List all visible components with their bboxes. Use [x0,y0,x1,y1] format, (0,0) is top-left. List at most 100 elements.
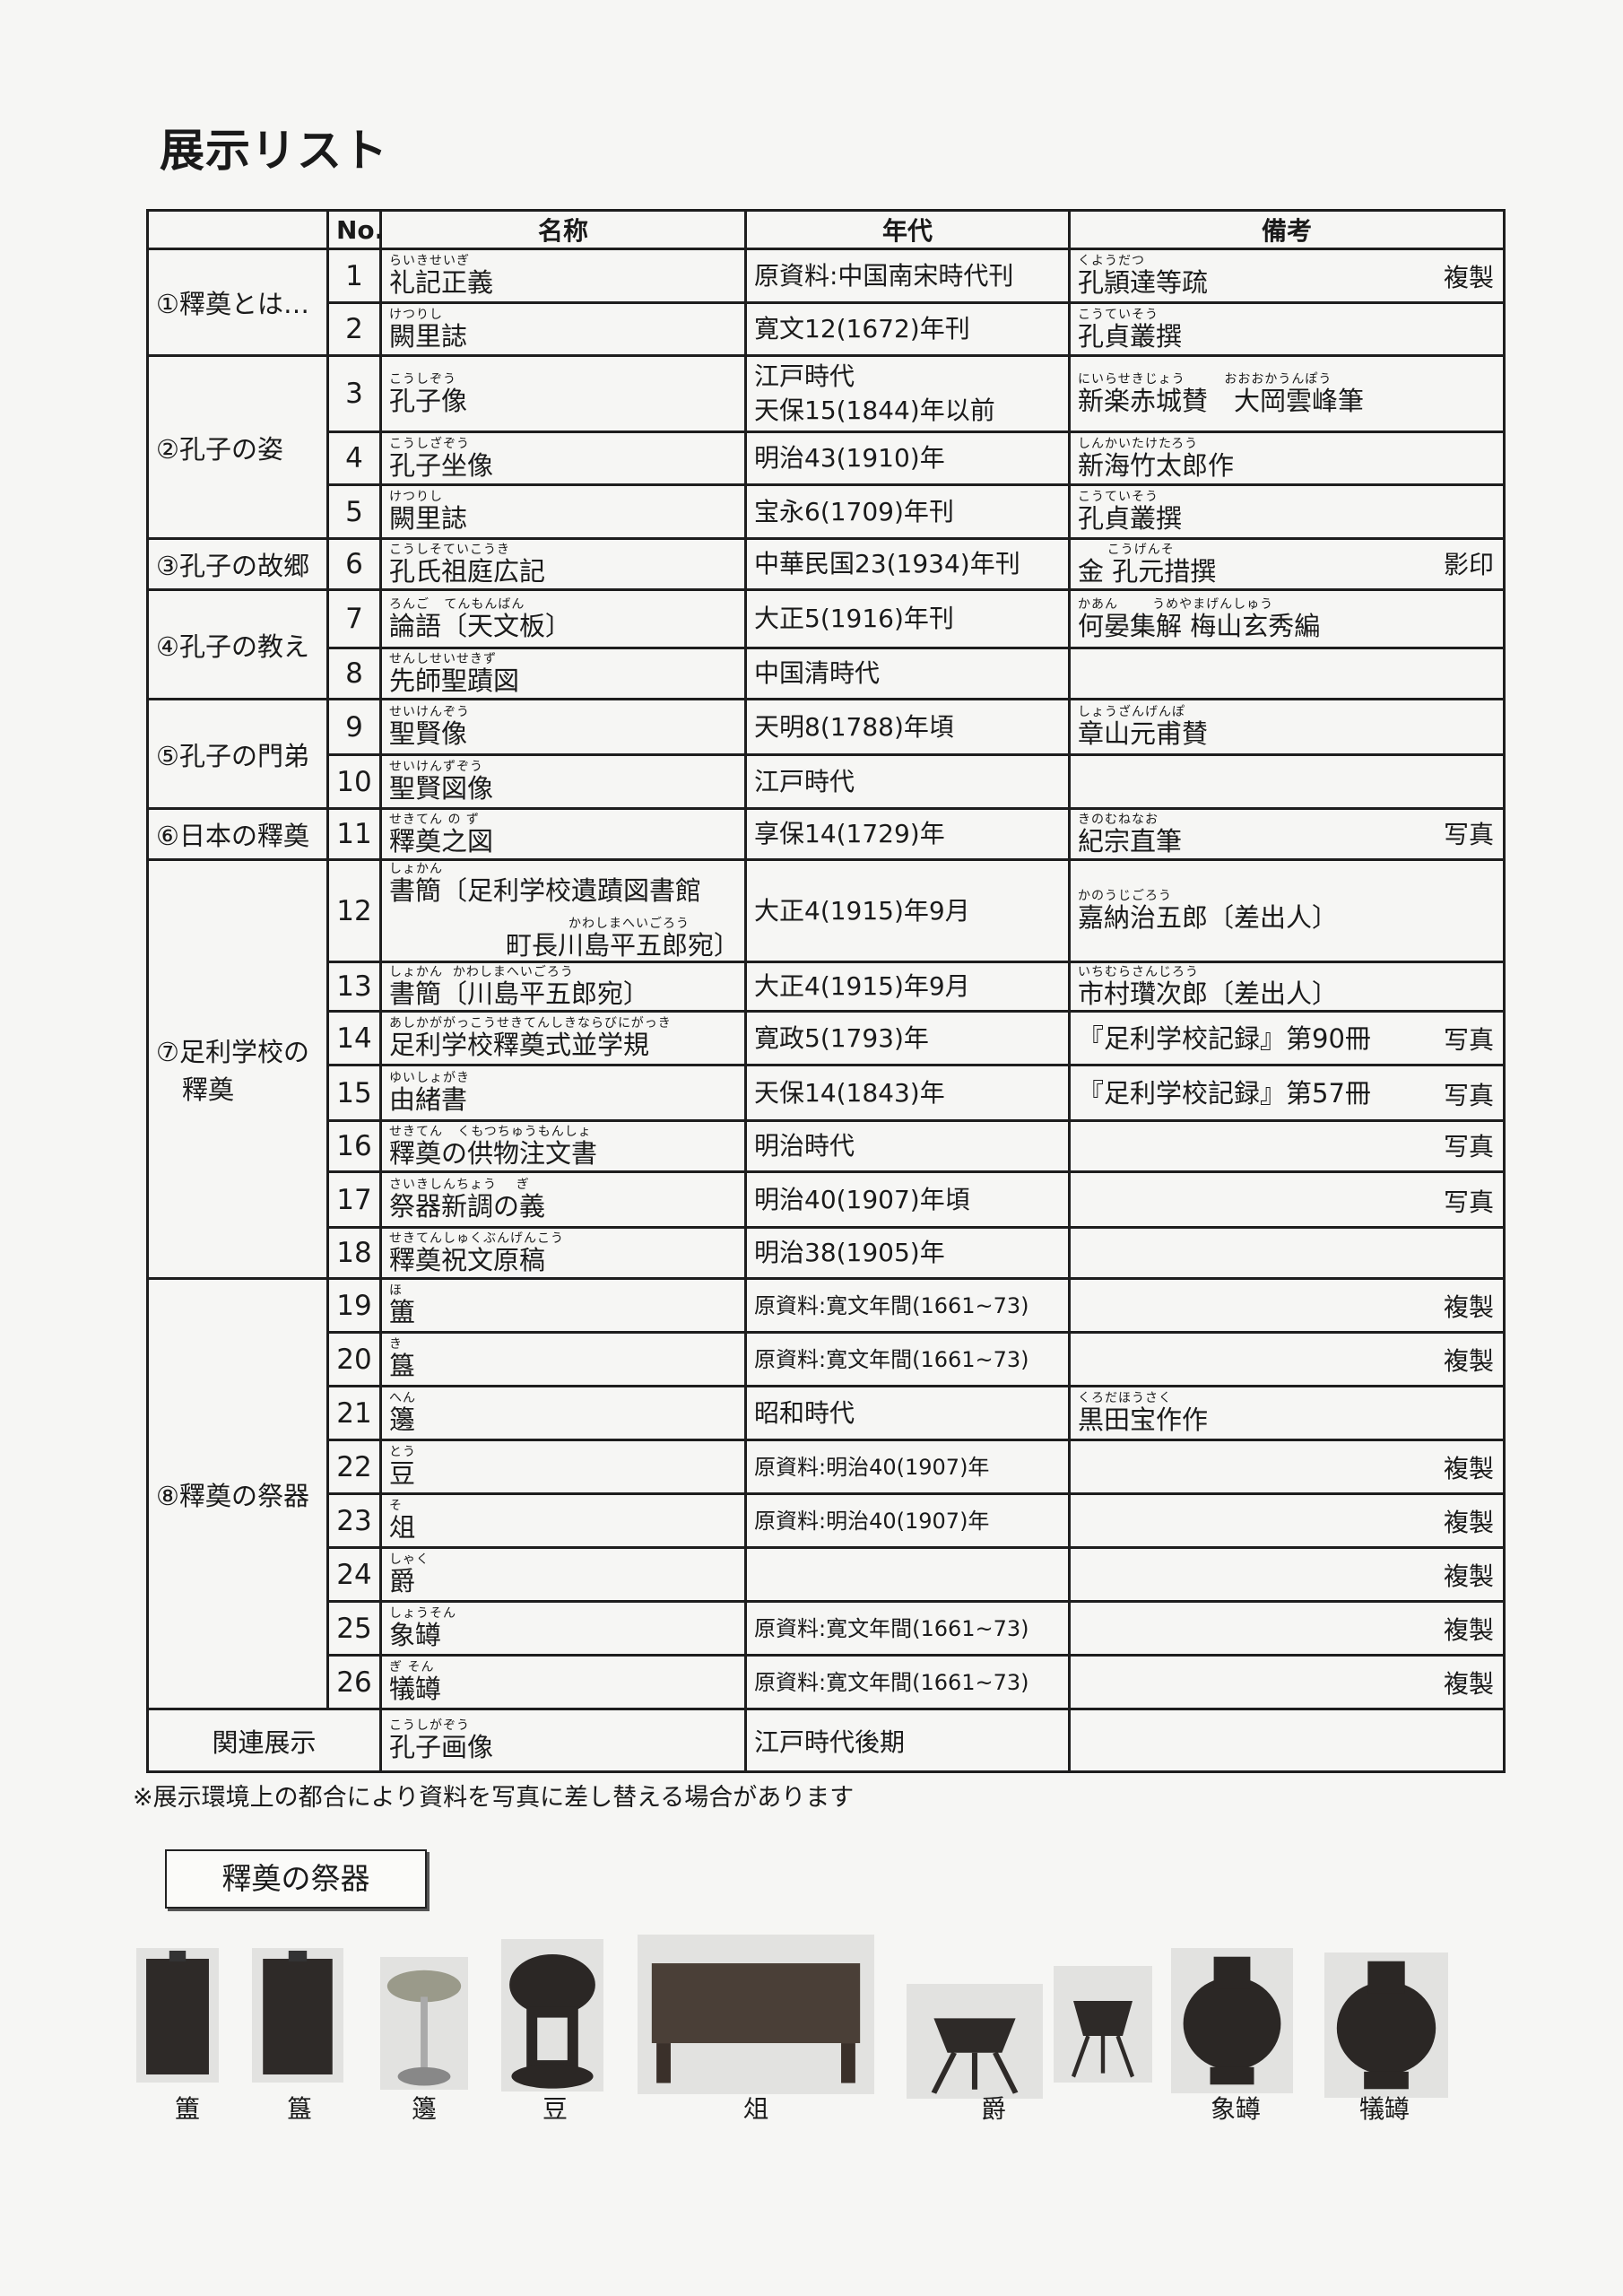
name-text: 先師聖蹟図 [389,665,520,696]
related-exhibit-row: 関連展示 こうしがぞう 孔子画像 江戸時代後期 [146,1708,1506,1773]
vessel-label: 簋 [286,2094,313,2124]
item-year: 原資料:寛文年間(1661~73) [744,1277,1071,1334]
item-notes: しんかいたけたろう 新海竹太郎作 [1068,430,1506,486]
section-label: ①釋奠とは… [146,248,329,357]
table-row: 17 さいきしんちょう ぎ祭器新調の義 明治40(1907)年頃 写真 [148,1170,1506,1229]
item-number: 18 [326,1226,382,1280]
notes-tag: 影印 [1443,550,1494,579]
name-text: 孔氏祖庭広記 [389,555,546,587]
notes-text: 金 孔元措撰 [1078,555,1217,587]
notes-text: 市村瓚次郎〔差出人〕 [1078,978,1339,1009]
vessel-image [931,2018,1019,2094]
item-name: き簋 [379,1331,747,1387]
vessel-label: 爵 [980,2094,1007,2124]
table-row: ⑤孔子の門弟 9 せいけんぞう 聖賢像 天明8(1788)年頃 しょうざんげんぽ 章山元甫賛 [146,698,1506,810]
notes-tag: 写真 [1443,1132,1494,1161]
item-number: 17 [326,1170,382,1229]
xizun-photo [1324,1952,1448,2098]
item-notes: こうていそう 孔貞叢撰 [1068,301,1506,357]
notes-text: 新海竹太郎作 [1078,449,1235,481]
name-text: 俎 [389,1512,416,1543]
name-reading: こうしがぞう [389,1718,470,1733]
notes-reading: にいらせきじょう おおおかうんぽう [1078,371,1332,387]
item-name: せきてん くもつちゅうもんしょ 釋奠の供物注文書 [379,1119,747,1173]
name-reading: せきてん くもつちゅうもんしょ [389,1124,592,1139]
item-number: 10 [326,753,382,810]
vessel-image [1336,1961,1436,2090]
name-reading: ゆいしょがき [389,1071,470,1085]
item-notes: かのうじごろう 嘉納治五郎〔差出人〕 [1068,858,1506,963]
item-year: 天明8(1788)年頃 [744,698,1071,756]
item-name: せいけんずぞう 聖賢図像 [379,753,747,810]
notes-reading: きのむねなお [1078,812,1159,827]
notes-tag: 複製 [1443,1669,1494,1699]
notes-text: 孔貞叢撰 [1078,320,1183,352]
vessel-label: 俎 [742,2094,769,2124]
name-reading: しょうそん [389,1606,456,1621]
item-notes: くようだつ 孔頴達等疏 複製 [1068,248,1506,304]
name-reading: せきてん の ず [389,812,480,827]
table-row: ⑧釋奠の祭器 19 ほ簠原資料:寛文年間(1661~73) 複製 [146,1277,1506,1710]
name-reading: へん [389,1391,416,1405]
item-name: せいけんぞう 聖賢像 [379,698,747,756]
item-name: らいきせいぎ 礼記正義 [379,248,747,304]
item-notes: 写真 [1068,1170,1506,1229]
name-reading: そ [389,1499,403,1513]
related-year: 江戸時代後期 [744,1708,1071,1773]
item-name: けつりし 闕里誌 [379,301,747,357]
item-year: 享保14(1729)年 [744,807,1071,861]
notes-tag: 複製 [1443,1508,1494,1537]
table-row: ②孔子の姿 3 こうしぞう 孔子像 江戸時代 天保15(1844)年以前 にいらせきじょう… [146,354,1506,540]
item-notes: しょうざんげんぽ 章山元甫賛 [1068,698,1506,756]
gui-photo [252,1948,343,2083]
related-notes [1068,1708,1506,1773]
item-notes: こうていそう 孔貞叢撰 [1068,483,1506,540]
notes-tag: 複製 [1443,1561,1494,1591]
notes-text: 『足利学校記録』第90冊 [1078,1022,1371,1054]
notes-text: 新楽赤城賛 大岡雲峰筆 [1078,385,1365,416]
name-text: 釋奠之図 [389,825,494,857]
item-year: 大正5(1916)年刊 [744,588,1071,649]
vessel-label: 豆 [542,2094,568,2124]
name-reading: こうしそていこうき [389,542,510,557]
name-text: 爵 [389,1566,416,1596]
vessel-image [1183,1956,1281,2085]
item-name: こうしそていこうき 孔氏祖庭広記 [379,537,747,591]
section-label: ⑧釋奠の祭器 [146,1277,329,1710]
notes-reading: こうげんそ [1078,542,1175,557]
name-text: 豆 [389,1458,416,1489]
item-year: 昭和時代 [744,1385,1071,1441]
name-text: 籩 [389,1405,416,1435]
section-label: ③孔子の故郷 [146,537,329,591]
notes-reading: いちむらさんじろう [1078,964,1199,979]
item-number: 3 [326,354,382,433]
name-text: 孔子画像 [389,1732,494,1762]
item-notes [1068,647,1506,700]
item-name: しょうそん 象罇 [379,1600,747,1657]
header-notes: 備考 [1068,209,1506,250]
notes-tag: 複製 [1443,1346,1494,1376]
item-number: 2 [326,301,382,357]
name-reading: けつりし [389,307,443,322]
table-row: ④孔子の教え 7 ろんご てんもんばん 論語〔天文板〕 大正5(1916)年刊 かあん う… [146,588,1506,700]
item-name: けつりし 闕里誌 [379,483,747,540]
notes-reading: かあん うめやまげんしゅう [1078,596,1274,612]
item-number: 12 [326,858,382,963]
notes-text: 孔頴達等疏 [1078,267,1209,298]
item-name: あしかががっこうせきてんしきならびにがっき 足利学校釋奠式並学規 [379,1010,747,1066]
name-reading: しゃく [389,1552,430,1567]
item-number: 24 [326,1546,382,1603]
name-reading: き [389,1337,403,1352]
item-name: せきてんしゅくぶんげんこう 釋奠祝文原稿 [379,1226,747,1280]
notes-reading: かのうじごろう [1078,889,1172,903]
header-name: 名称 [379,209,747,250]
item-name: さいきしんちょう ぎ祭器新調の義 [379,1170,747,1229]
fu-photo [136,1948,219,2083]
jue-photo-2 [1054,1966,1152,2083]
name-text: 簠 [389,1297,416,1327]
item-number: 5 [326,483,382,540]
notes-reading: こうていそう [1078,490,1159,504]
item-notes: 『足利学校記録』第90冊 写真 [1068,1010,1506,1066]
item-number: 20 [326,1331,382,1387]
item-notes: 複製 [1068,1546,1506,1603]
